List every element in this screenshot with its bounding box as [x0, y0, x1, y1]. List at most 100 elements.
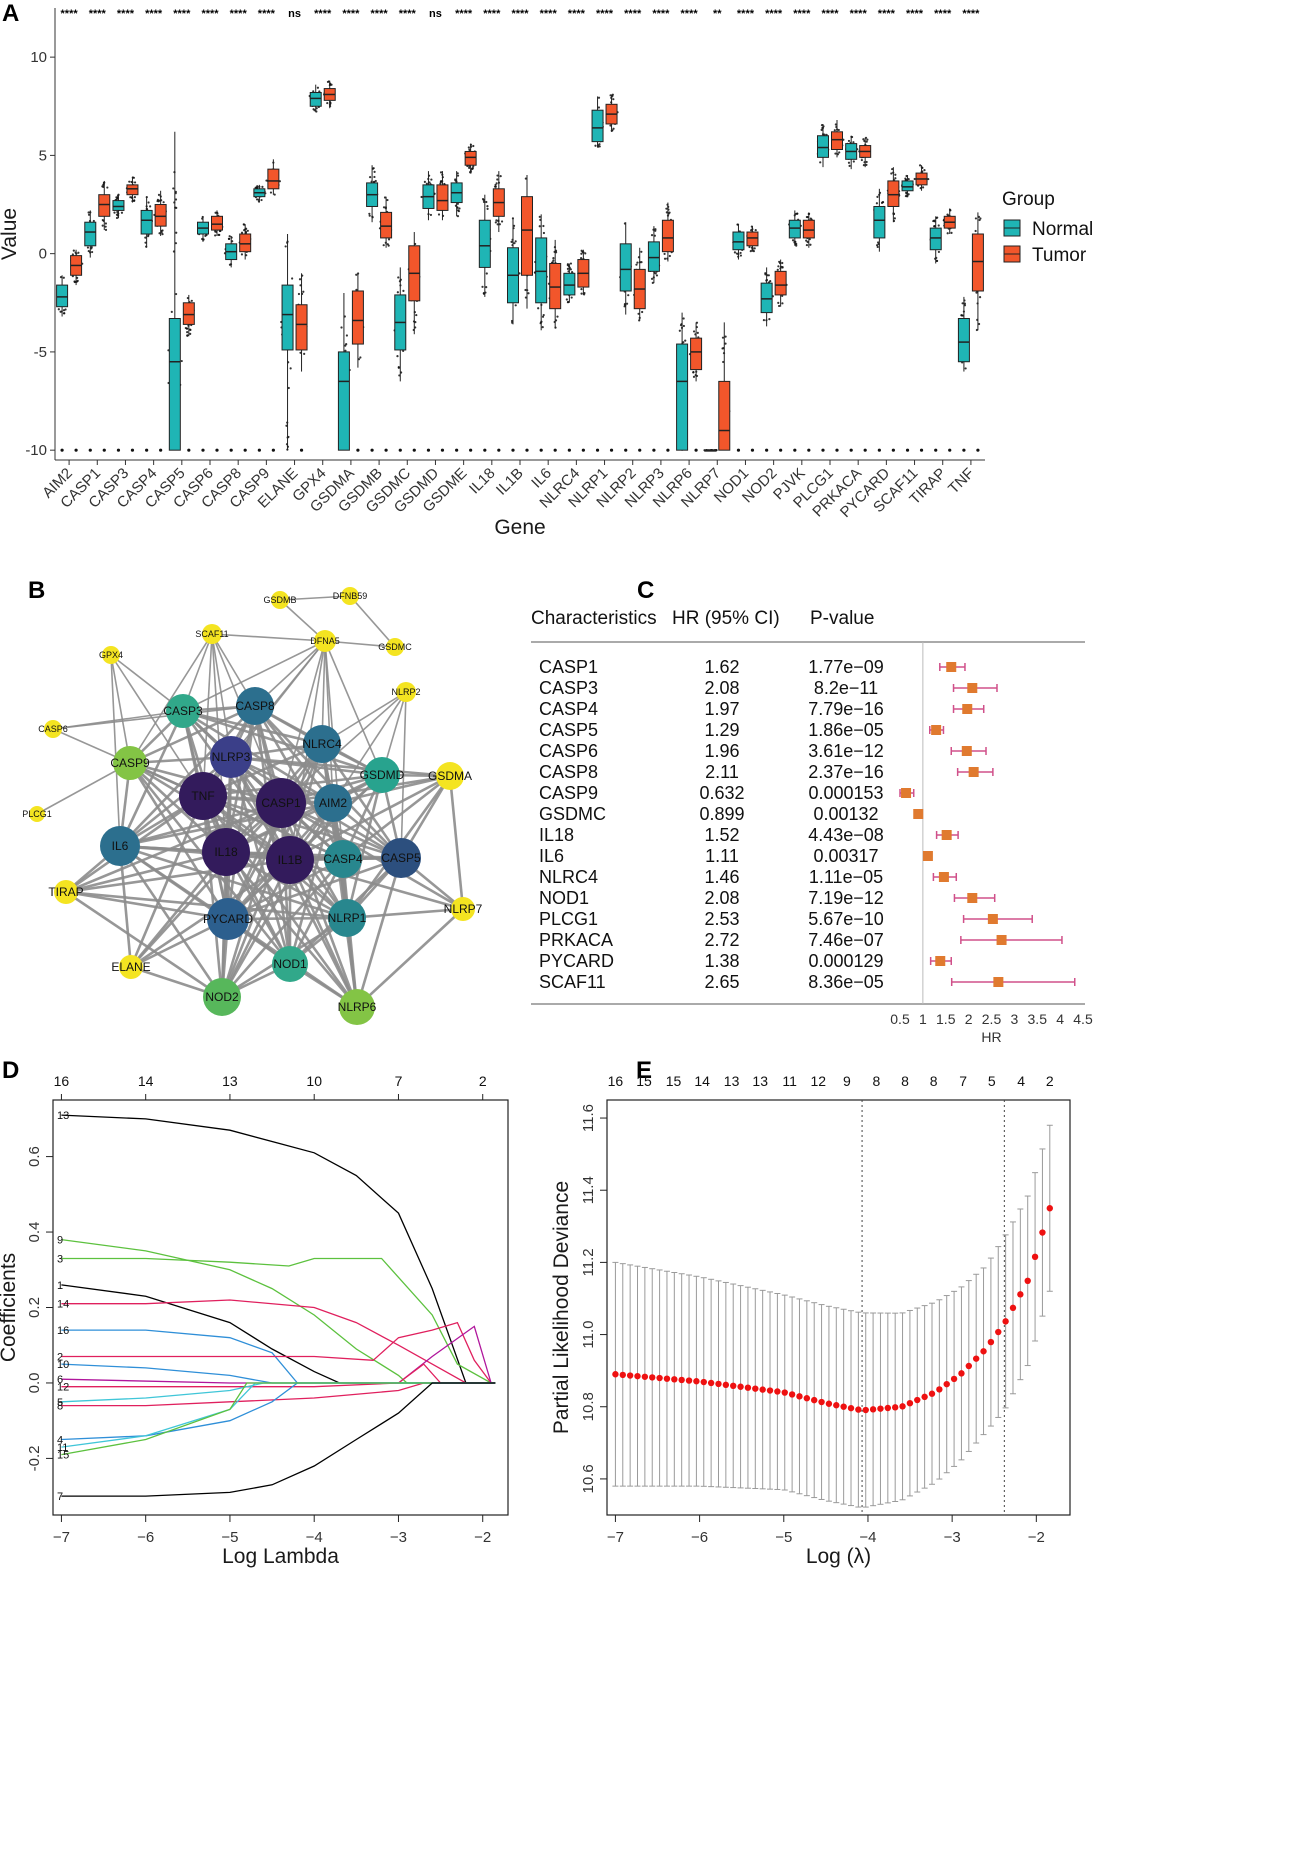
outlier-point	[201, 448, 205, 452]
data-point	[650, 234, 654, 237]
top-tick-label: 16	[608, 1073, 624, 1089]
hr-point	[946, 662, 957, 672]
network-edge	[119, 755, 232, 848]
data-point	[904, 177, 907, 180]
row-hr: 1.29	[704, 720, 739, 740]
tumor-box	[295, 304, 308, 351]
significance-label: ns	[429, 8, 442, 20]
data-point	[149, 205, 152, 208]
outlier-point	[511, 448, 515, 452]
network-node	[166, 694, 200, 728]
tumor-box	[380, 211, 393, 239]
data-point	[512, 224, 516, 227]
deviance-point	[980, 1348, 987, 1355]
y-tick-label: -0.2	[26, 1445, 43, 1471]
data-point	[778, 304, 781, 308]
data-point	[556, 315, 559, 318]
deviance-point	[656, 1374, 663, 1382]
x-tick-label: −5	[775, 1529, 792, 1546]
deviance-point	[693, 1378, 700, 1385]
hr-point	[935, 956, 946, 966]
tumor-box	[436, 184, 449, 211]
x-tick-label: 4.5	[1073, 1011, 1093, 1027]
deviance-point	[744, 1384, 752, 1391]
path-label: 14	[57, 1299, 69, 1311]
data-point	[754, 228, 757, 232]
significance-label: ****	[399, 8, 417, 20]
data-point	[654, 229, 657, 232]
data-point	[458, 207, 461, 210]
data-point	[848, 164, 851, 167]
data-point	[73, 280, 76, 283]
path-label: 7	[57, 1491, 63, 1503]
data-point	[923, 168, 926, 172]
data-point	[425, 182, 428, 185]
normal-box	[337, 351, 350, 451]
network-node	[314, 630, 336, 652]
network-edge	[346, 907, 464, 920]
network-edge	[220, 859, 292, 998]
row-name: CASP6	[539, 741, 598, 761]
legend-normal-label: Normal	[1032, 219, 1093, 240]
data-point	[860, 158, 863, 162]
network-edge	[118, 710, 185, 847]
data-point	[144, 241, 147, 244]
path-label: 9	[57, 1235, 63, 1247]
row-name: IL6	[539, 846, 564, 866]
legend-tumor-label: Tumor	[1032, 245, 1087, 266]
x-tick-label: 3.5	[1028, 1011, 1048, 1027]
row-p-value: 0.000153	[808, 783, 883, 803]
significance-label: ****	[793, 8, 811, 20]
network-node	[364, 757, 400, 793]
x-tick-label: −6	[691, 1529, 708, 1546]
data-point	[485, 200, 488, 204]
deviance-point	[1002, 1318, 1009, 1325]
data-point	[566, 267, 570, 270]
outlier-point	[257, 448, 261, 452]
row-p-value: 7.19e−12	[808, 888, 884, 908]
outlier-point	[934, 448, 938, 452]
data-point	[891, 167, 894, 171]
deviance-point	[936, 1386, 943, 1393]
normal-box	[84, 221, 97, 247]
outlier-point	[919, 448, 924, 452]
significance-label: ****	[117, 8, 135, 20]
data-point	[907, 177, 910, 181]
outlier-point	[440, 448, 445, 452]
y-axis-title: Coefficients	[0, 1253, 20, 1362]
data-point	[579, 257, 583, 260]
data-point	[580, 252, 583, 255]
network-edge	[324, 640, 383, 776]
network-node-label: DFNA5	[310, 636, 340, 646]
data-point	[865, 160, 868, 164]
data-point	[468, 166, 471, 169]
data-point	[724, 335, 727, 338]
data-point	[537, 307, 540, 310]
significance-label: ****	[821, 8, 839, 20]
data-point	[524, 177, 527, 180]
top-tick-label: 16	[54, 1073, 70, 1089]
data-point	[684, 339, 687, 342]
deviance-point	[1031, 1253, 1039, 1261]
network-edge	[221, 858, 344, 998]
column-header-p: P-value	[810, 608, 874, 629]
path-label: 4	[57, 1435, 63, 1447]
data-point	[527, 292, 530, 295]
panel-d-label: D	[2, 1057, 19, 1084]
data-point	[918, 164, 922, 167]
network-node	[29, 806, 45, 822]
top-tick-label: 7	[959, 1073, 967, 1089]
row-p-value: 0.00132	[813, 804, 878, 824]
tumor-box	[239, 233, 252, 253]
data-point	[218, 233, 221, 237]
deviance-point	[950, 1375, 958, 1383]
deviance-point	[1046, 1205, 1053, 1212]
data-point	[893, 217, 896, 220]
tumor-box	[154, 204, 167, 227]
network-node	[210, 736, 252, 778]
data-point	[101, 224, 104, 227]
data-point	[597, 96, 601, 99]
network-node	[44, 720, 62, 738]
data-point	[326, 101, 329, 105]
